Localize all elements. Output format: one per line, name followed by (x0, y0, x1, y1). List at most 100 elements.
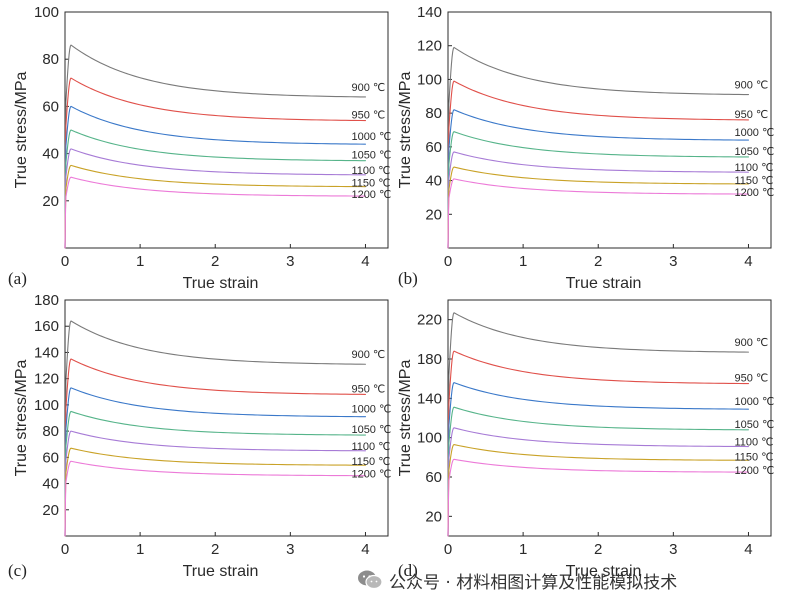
x-tick-label: 3 (286, 253, 294, 270)
plot-frame (64, 11, 389, 249)
x-tick-label: 0 (61, 541, 69, 558)
series-label: 1000 ℃ (734, 127, 774, 139)
y-tick-label: 20 (42, 502, 59, 519)
y-axis-title: True stress/MPa (397, 72, 414, 189)
series-label: 1000 ℃ (351, 131, 391, 143)
y-axis-title: True stress/MPa (397, 360, 414, 477)
x-tick-label: 3 (286, 541, 294, 558)
x-axis-title: True strain (566, 275, 642, 292)
series-label: 1050 ℃ (351, 424, 391, 436)
x-tick-label: 2 (594, 541, 602, 558)
series-label: 1200 ℃ (351, 189, 391, 201)
series-label: 1100 ℃ (351, 165, 390, 177)
wechat-icon (358, 570, 383, 590)
y-tick-label: 80 (42, 423, 59, 440)
series-line (64, 447, 367, 537)
x-tick-label: 0 (444, 541, 452, 558)
series-line (64, 358, 367, 537)
series-label: 900 ℃ (351, 82, 385, 94)
series-label: 1150 ℃ (351, 456, 390, 468)
watermark: 公众号 · 材料相图计算及性能模拟技术 (357, 565, 677, 595)
series-label: 950 ℃ (734, 109, 768, 121)
y-tick-label: 100 (34, 397, 59, 414)
series-label: 1200 ℃ (351, 469, 391, 481)
series-label: 1100 ℃ (734, 437, 773, 449)
series-line (447, 166, 750, 249)
series-line (447, 382, 750, 537)
panel-label: (d) (398, 561, 418, 580)
y-tick-label: 80 (425, 105, 442, 122)
x-tick-label: 4 (744, 253, 752, 270)
y-axis-title: True stress/MPa (13, 360, 30, 477)
series-label: 1150 ℃ (351, 178, 390, 190)
watermark-text: 公众号 · 材料相图计算及性能模拟技术 (389, 572, 678, 593)
chart-panel: 0 1 2 3 4 20 40 60 80 100 True strain True stress/M… (8, 4, 391, 292)
y-tick-label: 60 (42, 98, 59, 115)
series-line (447, 80, 750, 249)
y-tick-label: 140 (417, 390, 442, 407)
series-line (447, 458, 750, 537)
y-tick-label: 120 (34, 371, 59, 388)
x-tick-label: 4 (361, 253, 369, 270)
series-label: 1050 ℃ (734, 419, 774, 431)
x-tick-label: 0 (61, 253, 69, 270)
plot-frame (447, 299, 772, 537)
y-tick-label: 160 (34, 318, 59, 335)
series-line (64, 387, 367, 537)
series-line (64, 176, 367, 249)
series-line (64, 164, 367, 249)
series-line (64, 77, 367, 249)
series-line (64, 320, 367, 537)
plot-frame (447, 11, 772, 249)
series-label: 950 ℃ (351, 383, 385, 395)
x-tick-label: 1 (136, 541, 144, 558)
x-axis-title: True strain (183, 563, 259, 580)
series-label: 1050 ℃ (734, 146, 774, 158)
series-label: 900 ℃ (734, 80, 768, 92)
y-tick-label: 20 (42, 193, 59, 210)
series-line (447, 406, 750, 537)
series-line (447, 350, 750, 537)
series-line (64, 105, 367, 249)
series-label: 1100 ℃ (734, 162, 773, 174)
x-tick-label: 3 (669, 541, 677, 558)
panel-label: (c) (8, 561, 27, 580)
x-tick-label: 1 (519, 541, 527, 558)
y-tick-label: 100 (417, 430, 442, 447)
y-axis-title: True stress/MPa (13, 72, 30, 189)
series-line (447, 46, 750, 249)
series-label: 1150 ℃ (734, 175, 773, 187)
series-label: 1200 ℃ (734, 465, 774, 477)
series-label: 1200 ℃ (734, 187, 774, 199)
series-label: 1150 ℃ (734, 451, 773, 463)
y-tick-label: 60 (425, 469, 442, 486)
x-tick-label: 4 (361, 541, 369, 558)
y-tick-label: 220 (417, 312, 442, 329)
y-tick-label: 120 (417, 38, 442, 55)
series-label: 900 ℃ (351, 349, 385, 361)
series-label: 900 ℃ (734, 337, 768, 349)
chart-panel: 0 1 2 3 4 20 40 60 80 100 120 140 160 180 True strain T… (8, 292, 391, 580)
y-tick-label: 60 (42, 449, 59, 466)
y-tick-label: 180 (34, 292, 59, 309)
y-tick-label: 100 (34, 4, 59, 21)
y-tick-label: 100 (417, 71, 442, 88)
x-tick-label: 4 (744, 541, 752, 558)
x-tick-label: 1 (519, 253, 527, 270)
y-tick-label: 180 (417, 351, 442, 368)
series-label: 950 ℃ (734, 373, 768, 385)
x-tick-label: 0 (444, 253, 452, 270)
series-label: 950 ℃ (351, 110, 385, 122)
series-label: 1000 ℃ (734, 396, 774, 408)
series-line (447, 444, 750, 537)
series-line (64, 148, 367, 249)
series-line (64, 460, 367, 537)
y-tick-label: 80 (42, 51, 59, 68)
series-line (447, 131, 750, 249)
chart-panel: 0 1 2 3 4 20 40 60 80 100 120 140 True strain True st… (397, 4, 774, 292)
y-tick-label: 60 (425, 139, 442, 156)
series-line (447, 151, 750, 249)
series-label: 1000 ℃ (351, 404, 391, 416)
